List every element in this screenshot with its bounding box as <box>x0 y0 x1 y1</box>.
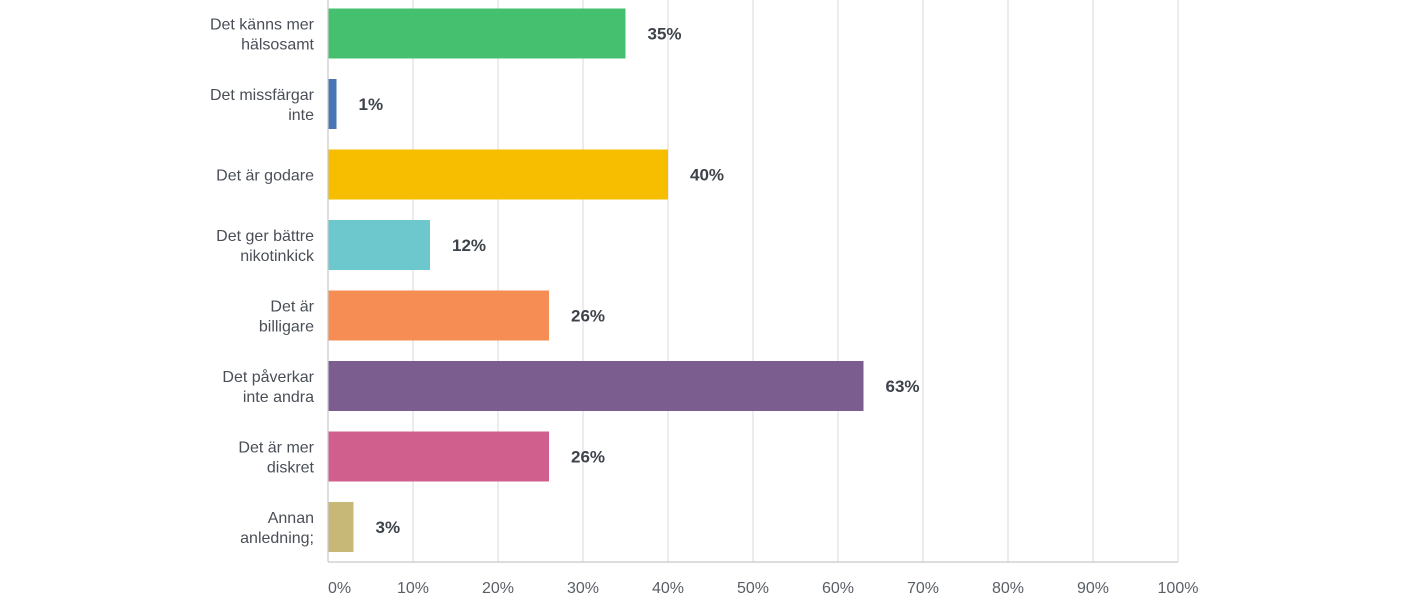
x-tick-label-90: 90% <box>1077 580 1109 597</box>
category-label-7: Det är mer diskret <box>238 440 314 477</box>
bar-4 <box>328 220 430 270</box>
category-label-4: Det ger bättre nikotinkick <box>216 228 315 265</box>
x-axis: 0% 10% 20% 30% 40% 50% 60% 70% 80% 90% 100% <box>327 0 1199 597</box>
bar-6 <box>328 361 864 411</box>
bar-3 <box>328 149 668 200</box>
bar-7 <box>328 431 549 482</box>
value-label-6: 63% <box>886 377 920 396</box>
value-label-4: 12% <box>452 236 486 255</box>
bars <box>328 8 864 552</box>
category-label-2: Det missfärgar inte <box>210 87 315 124</box>
value-label-3: 40% <box>690 166 724 185</box>
category-labels: Det känns mer hälsosamt Det missfärgar inte… <box>210 17 315 548</box>
bar-5 <box>328 290 549 341</box>
value-labels: 35% 1% 40% 12% 26% 63% 26% 3% <box>359 25 920 538</box>
category-label-5: Det är billigare <box>259 299 315 336</box>
x-tick-label-10: 10% <box>397 580 429 597</box>
value-label-5: 26% <box>571 307 605 326</box>
value-label-1: 35% <box>648 25 682 44</box>
x-tick-label-50: 50% <box>737 580 769 597</box>
category-label-6: Det påverkar inte andra <box>222 368 314 406</box>
x-tick-label-80: 80% <box>992 580 1024 597</box>
x-tick-label-40: 40% <box>652 580 684 597</box>
x-tick-label-100: 100% <box>1158 580 1199 597</box>
x-tick-label-30: 30% <box>567 580 599 597</box>
bar-8 <box>328 502 354 552</box>
bar-1 <box>328 8 626 59</box>
x-tick-label-0: 0% <box>328 580 351 597</box>
value-label-8: 3% <box>376 518 401 537</box>
value-label-2: 1% <box>359 95 384 114</box>
gridlines <box>412 0 1179 562</box>
x-tick-label-70: 70% <box>907 580 939 597</box>
category-label-8: Annan anledning; <box>240 510 314 547</box>
category-label-3: Det är godare <box>216 168 314 185</box>
category-label-1: Det känns mer hälsosamt <box>210 17 315 54</box>
x-tick-label-60: 60% <box>822 580 854 597</box>
bar-2 <box>328 79 337 129</box>
value-label-7: 26% <box>571 448 605 467</box>
x-tick-label-20: 20% <box>482 580 514 597</box>
